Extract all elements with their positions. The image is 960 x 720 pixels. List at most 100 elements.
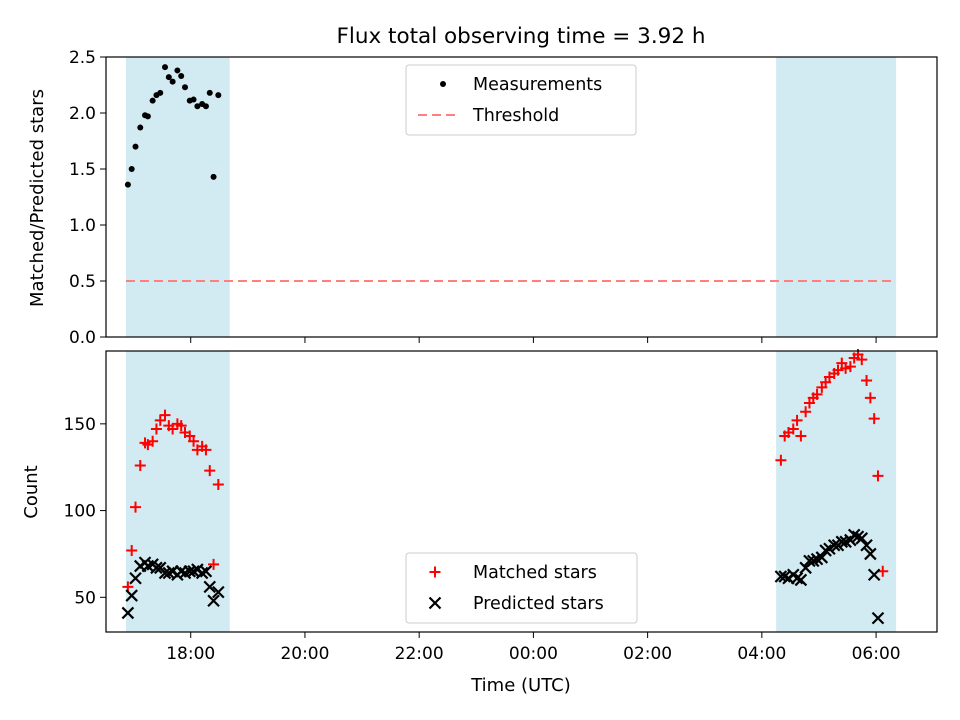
legend-label-1-0: Matched stars [473, 563, 597, 583]
matched-star-marker-43 [856, 354, 868, 366]
observing-interval-1-1 [776, 351, 897, 632]
matched-star-marker-22 [212, 479, 224, 491]
predicted-star-marker-41 [847, 528, 861, 542]
matched-star-marker-26 [787, 423, 799, 435]
matched-star-marker-29 [800, 406, 812, 418]
matched-star-marker-7 [150, 423, 162, 435]
matched-star-marker-3 [134, 459, 146, 471]
matched-star-marker-9 [159, 409, 171, 421]
y-tick-label-0-4: 2.0 [69, 104, 96, 124]
predicted-star-marker-34 [819, 544, 832, 557]
y-tick-label-1-0: 50 [74, 588, 96, 608]
measurement-point-9 [162, 64, 169, 71]
legend-marker-predicted [428, 596, 442, 610]
predicted-star-marker-36 [827, 538, 841, 552]
matched-star-marker-13 [175, 420, 187, 432]
y-tick-label-0-1: 0.5 [69, 272, 96, 292]
predicted-star-marker-47 [871, 611, 885, 625]
legend-marker-measurements [440, 81, 446, 87]
x-tick-label-6: 06:00 [852, 644, 901, 664]
predicted-star-marker-1 [125, 589, 138, 602]
x-tick-label-5: 04:00 [737, 644, 786, 664]
predicted-star-marker-27 [790, 571, 804, 585]
plot-frame-1 [105, 350, 938, 633]
legend-label-1-1: Predicted stars [473, 594, 604, 614]
observing-interval-0-1 [776, 57, 897, 337]
x-tick-label-1: 20:00 [280, 644, 329, 664]
measurement-point-14 [182, 84, 189, 91]
measurement-point-6 [149, 97, 156, 104]
x-tick-label-3: 00:00 [509, 644, 558, 664]
predicted-star-marker-21 [207, 594, 220, 608]
legend-marker-matched [429, 566, 441, 578]
x-tick-label-0: 18:00 [166, 644, 215, 664]
measurement-point-22 [215, 92, 222, 99]
matched-star-marker-44 [861, 374, 873, 386]
predicted-star-marker-20 [203, 580, 217, 594]
predicted-star-marker-2 [129, 571, 142, 585]
bottom-y-axis-label: Count [21, 465, 42, 518]
matched-star-marker-6 [147, 435, 159, 447]
matched-star-marker-47 [872, 470, 884, 482]
y-tick-label-0-0: 0.0 [69, 328, 96, 348]
legend-label-0-1: Threshold [472, 106, 559, 126]
matched-star-marker-1 [126, 544, 138, 556]
predicted-star-marker-45 [864, 547, 877, 561]
matched-star-marker-2 [130, 501, 142, 513]
plot-frame-0 [105, 56, 938, 338]
measurement-point-12 [174, 67, 181, 74]
matched-star-marker-37 [832, 364, 844, 376]
legend-label-0-0: Measurements [473, 75, 602, 95]
predicted-star-marker-43 [855, 532, 869, 545]
matched-star-marker-16 [188, 435, 200, 447]
measurement-point-16 [190, 96, 197, 103]
matched-star-marker-32 [811, 388, 823, 400]
measurement-point-19 [202, 103, 209, 110]
top-y-axis-label: Matched/Predicted stars [27, 89, 48, 307]
matched-star-marker-8 [154, 414, 166, 426]
measurement-point-2 [132, 143, 139, 150]
observing-interval-0-0 [125, 57, 230, 337]
predicted-star-marker-0 [121, 606, 135, 620]
y-tick-label-1-1: 100 [64, 502, 96, 522]
measurement-point-3 [137, 124, 144, 131]
predicted-star-marker-31 [806, 554, 820, 568]
measurement-point-5 [144, 113, 151, 120]
matched-star-marker-46 [868, 413, 880, 425]
legend-1: Matched stars Predicted stars [405, 552, 638, 624]
legend-0: Measurements Threshold [405, 64, 637, 136]
matched-star-marker-39 [840, 362, 852, 374]
measurement-point-13 [178, 73, 185, 80]
matched-star-marker-45 [864, 392, 876, 404]
measurement-point-21 [210, 173, 217, 180]
legend-box-1 [405, 552, 638, 624]
predicted-star-marker-22 [212, 585, 225, 599]
x-axis-label: Time (UTC) [470, 675, 571, 696]
matched-star-marker-23 [775, 454, 787, 466]
matched-star-marker-28 [795, 430, 807, 442]
matched-star-marker-11 [167, 423, 179, 435]
x-tick-label-2: 22:00 [395, 644, 444, 664]
predicted-star-marker-44 [860, 538, 873, 552]
matched-star-marker-20 [204, 465, 216, 477]
y-tick-label-0-2: 1.0 [69, 216, 96, 236]
measurement-point-17 [194, 103, 201, 110]
matched-star-marker-21 [208, 558, 220, 570]
y-tick-label-0-5: 2.5 [69, 48, 96, 68]
legend-box-0 [405, 64, 637, 136]
predicted-star-marker-19 [199, 565, 213, 578]
y-tick-label-1-2: 150 [64, 415, 96, 435]
predicted-star-marker-46 [867, 568, 881, 582]
matched-star-marker-27 [791, 414, 803, 426]
measurement-point-1 [128, 166, 135, 172]
predicted-star-marker-7 [150, 561, 163, 575]
measurement-point-20 [206, 89, 213, 96]
measurement-point-8 [157, 89, 164, 96]
chart-title: Flux total observing time = 3.92 h [337, 24, 706, 49]
matched-star-marker-19 [200, 444, 212, 456]
measurement-point-0 [124, 181, 131, 188]
measurement-point-10 [165, 74, 172, 81]
predicted-star-marker-28 [794, 573, 808, 587]
predicted-star-marker-18 [195, 566, 209, 580]
